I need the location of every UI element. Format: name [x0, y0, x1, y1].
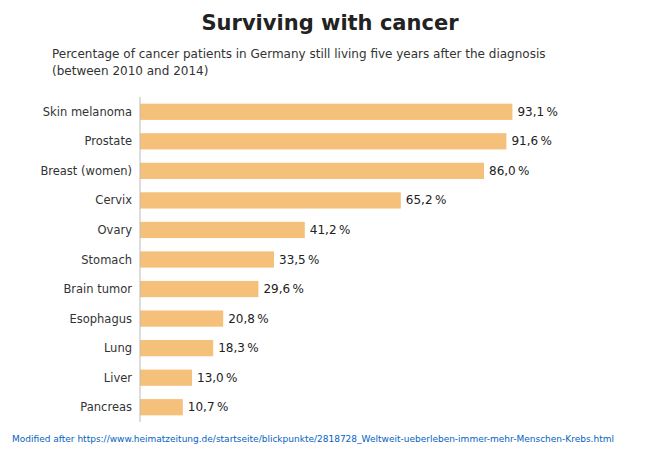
- bar: [140, 192, 401, 208]
- data-label: 91,6 %: [511, 134, 552, 148]
- data-label: 18,3 %: [218, 341, 259, 355]
- bar: [140, 340, 213, 356]
- tick-label: Stomach: [81, 253, 132, 267]
- subtitle: Percentage of cancer patients in Germany…: [52, 47, 546, 78]
- tick-label: Brain tumor: [63, 282, 132, 296]
- tick-label: Breast (women): [40, 164, 132, 178]
- tick-label: Prostate: [85, 134, 132, 148]
- bar: [140, 310, 223, 326]
- chart: Surviving with cancer Percentage of cance…: [0, 0, 660, 450]
- bars: [140, 104, 512, 416]
- bar: [140, 104, 512, 120]
- footer: Modified after https://www.heimatzeitung…: [12, 434, 614, 444]
- tick-label: Skin melanoma: [43, 105, 132, 119]
- data-label: 93,1 %: [517, 105, 558, 119]
- tick-label: Pancreas: [80, 400, 132, 414]
- tick-label: Ovary: [98, 223, 133, 237]
- bar: [140, 370, 192, 386]
- bar: [140, 281, 258, 297]
- tick-label: Cervix: [95, 193, 132, 207]
- data-label: 29,6 %: [263, 282, 304, 296]
- data-label: 41,2 %: [310, 223, 351, 237]
- data-label: 13,0 %: [197, 371, 238, 385]
- data-label: 65,2 %: [406, 193, 447, 207]
- tick-label: Lung: [104, 341, 132, 355]
- axis-line: [140, 97, 141, 422]
- bar: [140, 399, 183, 415]
- tick-label: Liver: [104, 371, 132, 385]
- labels: Skin melanoma 93,1 % Prostate 91,6 % Breast …: [40, 105, 558, 414]
- bar: [140, 163, 484, 179]
- bar: [140, 251, 274, 267]
- data-label: 33,5 %: [279, 253, 320, 267]
- bar: [140, 133, 506, 149]
- tick-label: Esophagus: [69, 312, 132, 326]
- bar: [140, 222, 305, 238]
- data-label: 86,0 %: [489, 164, 530, 178]
- title: Surviving with cancer: [201, 11, 459, 35]
- data-label: 20,8 %: [228, 312, 269, 326]
- data-label: 10,7 %: [188, 400, 229, 414]
